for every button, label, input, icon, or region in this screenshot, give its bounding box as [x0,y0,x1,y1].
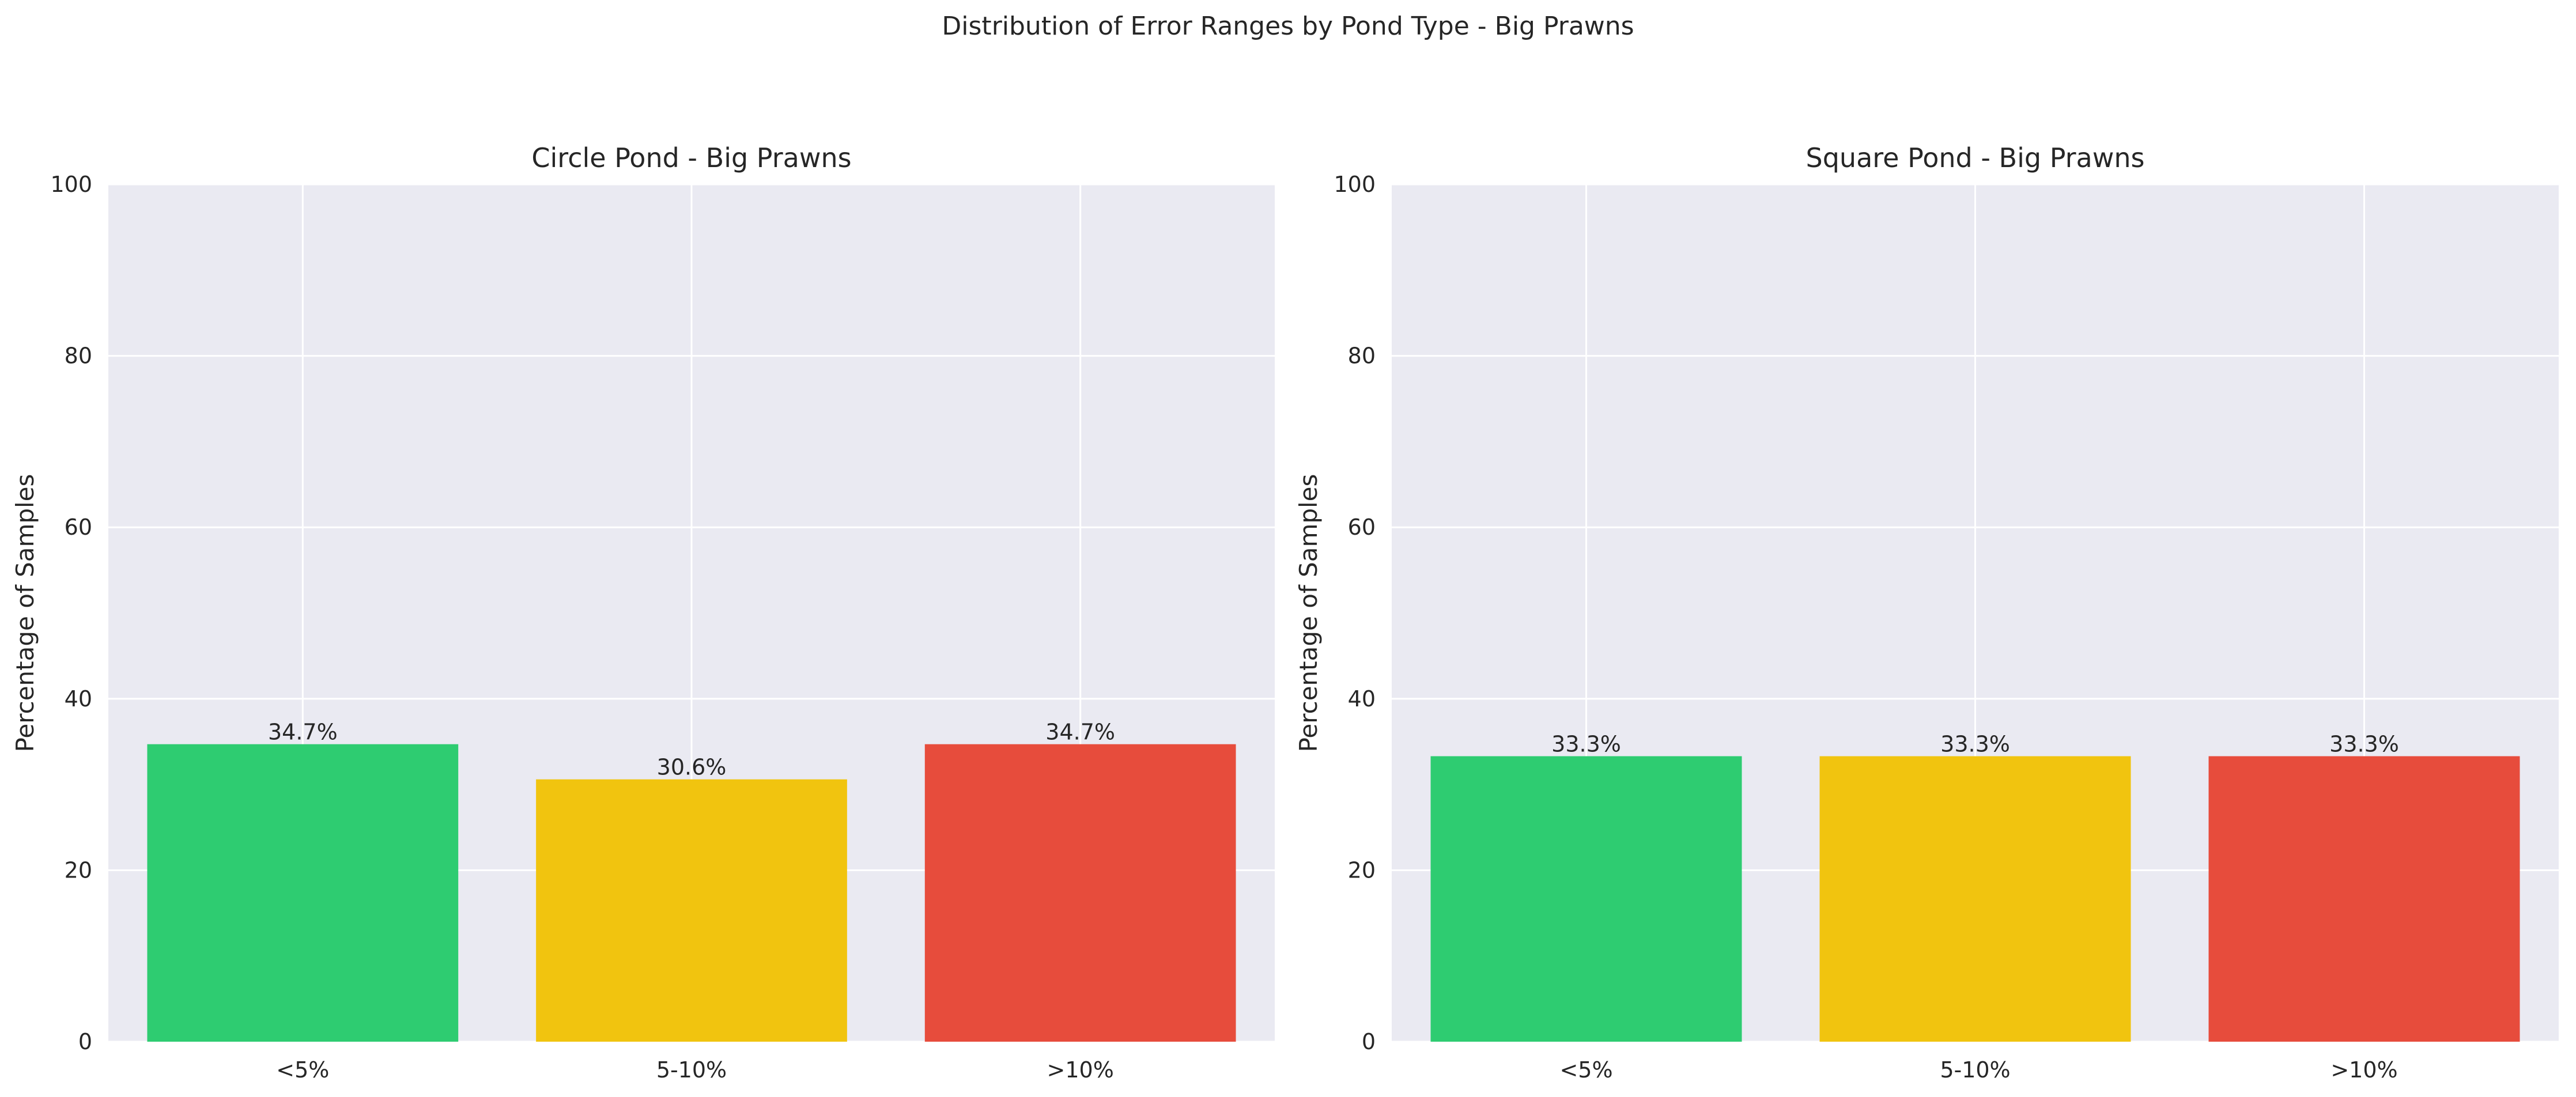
square-pond-y-tick-label: 0 [1362,1029,1376,1054]
circle-pond-y-tick-label: 0 [78,1029,92,1054]
square-pond-y-axis-label: Percentage of Samples [1294,474,1323,752]
circle-pond-y-axis-label: Percentage of Samples [11,474,39,752]
square-pond-title: Square Pond - Big Prawns [1806,142,2145,173]
circle-pond-x-tick-label-1: 5-10% [656,1057,727,1083]
circle-pond-bar-2 [924,744,1236,1042]
circle-pond-chart: 34.7% 30.6% 34.7% 0 20 40 60 80 100 <5% 5-10% >10% C… [11,142,1275,1083]
circle-pond-bar-label-2: 34.7% [1045,720,1115,745]
square-pond-bar-label-2: 33.3% [2329,731,2399,756]
circle-pond-y-tick-label: 60 [65,515,92,540]
circle-pond-y-tick-label: 20 [65,857,92,883]
circle-pond-title: Circle Pond - Big Prawns [531,142,851,173]
square-pond-chart: 33.3% 33.3% 33.3% 0 20 40 60 80 100 <5% 5-10% >10% S… [1294,142,2559,1083]
square-pond-bar-0 [1430,756,1742,1042]
circle-pond-y-tick-label: 40 [65,686,92,712]
circle-pond-y-tick-label: 100 [50,172,92,197]
square-pond-x-tick-label-2: >10% [2331,1057,2397,1083]
circle-pond-x-tick-label-2: >10% [1047,1057,1114,1083]
circle-pond-bar-0 [147,744,459,1042]
square-pond-y-tick-label: 100 [1334,172,1376,197]
square-pond-y-tick-label: 80 [1348,343,1376,369]
square-pond-x-tick-label-0: <5% [1559,1057,1612,1083]
figure-suptitle: Distribution of Error Ranges by Pond Typ… [942,12,1634,41]
circle-pond-bar-label-1: 30.6% [657,755,727,780]
circle-pond-bar-1 [536,779,847,1042]
square-pond-y-tick-label: 40 [1348,686,1376,712]
circle-pond-bar-label-0: 34.7% [268,720,338,745]
square-pond-bar-2 [2208,756,2520,1042]
circle-pond-y-tick-label: 80 [65,343,92,369]
square-pond-bar-1 [1819,756,2131,1042]
square-pond-bar-label-1: 33.3% [1940,731,2010,756]
square-pond-bar-label-0: 33.3% [1551,731,1621,756]
square-pond-y-tick-label: 60 [1348,515,1376,540]
square-pond-x-tick-label-1: 5-10% [1940,1057,2010,1083]
square-pond-y-tick-label: 20 [1348,857,1376,883]
circle-pond-x-tick-label-0: <5% [276,1057,329,1083]
